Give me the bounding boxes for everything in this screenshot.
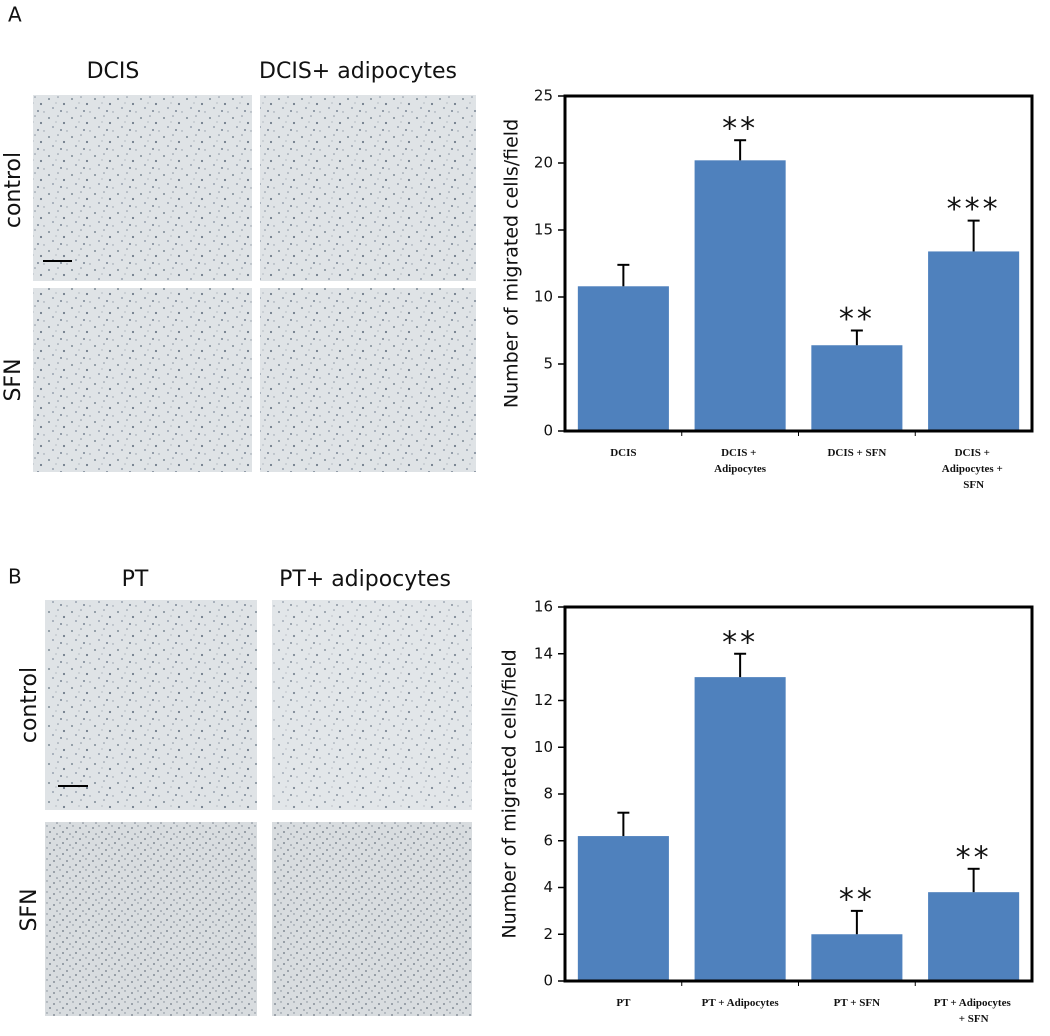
bar: [811, 934, 903, 981]
significance: **: [722, 625, 758, 660]
micrograph: [33, 288, 252, 472]
bar: [928, 251, 1020, 431]
significance: **: [839, 882, 875, 917]
x-tick-label: PT: [616, 997, 631, 1009]
x-tick-label: PT + Adipocytes: [702, 997, 780, 1009]
y-tick-label: 16: [534, 598, 553, 616]
significance: **: [839, 302, 875, 337]
micrograph: [272, 600, 472, 810]
y-axis-label: Number of migrated cells/field: [501, 119, 523, 408]
significance: **: [956, 840, 992, 875]
bar: [694, 677, 786, 981]
column-label: DCIS+ adipocytes: [259, 59, 457, 84]
column-label: PT+ adipocytes: [279, 567, 451, 592]
y-tick-label: 6: [543, 831, 553, 849]
y-tick-label: 12: [534, 691, 553, 709]
micrograph: [260, 95, 476, 281]
micrograph: [45, 822, 257, 1016]
y-tick-label: 8: [543, 785, 553, 803]
panel-label: B: [8, 565, 22, 589]
bar: [577, 836, 669, 981]
y-tick-label: 10: [534, 288, 553, 306]
bar: [577, 286, 669, 431]
y-tick-label: 10: [534, 738, 553, 756]
bar: [811, 345, 903, 431]
x-tick-label: PT + SFN: [834, 997, 880, 1009]
panel-label: A: [8, 3, 22, 27]
bar: [694, 160, 786, 431]
x-tick-label: DCIS + Adipocytes: [714, 447, 767, 475]
x-tick-label: PT + Adipocytes + SFN: [934, 997, 1014, 1025]
y-tick-label: 2: [543, 925, 553, 943]
row-label: SFN: [1, 358, 26, 401]
y-tick-label: 0: [543, 422, 553, 440]
x-tick-label: DCIS + SFN: [827, 447, 886, 459]
row-label: SFN: [17, 888, 42, 931]
micrograph: [272, 822, 472, 1016]
column-label: DCIS: [87, 59, 140, 84]
column-label: PT: [122, 567, 149, 592]
y-tick-label: 25: [534, 87, 553, 105]
significance: **: [722, 112, 758, 147]
row-label: control: [1, 152, 26, 228]
bar: [928, 892, 1020, 981]
y-axis-label: Number of migrated cells/field: [499, 649, 521, 938]
x-tick-label: DCIS + Adipocytes + SFN: [942, 447, 1006, 491]
y-tick-label: 5: [543, 355, 553, 373]
significance: ***: [947, 192, 1001, 227]
row-label: control: [17, 667, 42, 743]
y-tick-label: 4: [543, 878, 553, 896]
y-tick-label: 14: [534, 644, 553, 662]
x-tick-label: DCIS: [610, 447, 636, 459]
micrograph: [33, 95, 252, 281]
y-tick-label: 0: [543, 972, 553, 990]
y-tick-label: 20: [534, 154, 553, 172]
micrograph: [45, 600, 257, 810]
y-tick-label: 15: [534, 221, 553, 239]
micrograph: [260, 288, 476, 472]
